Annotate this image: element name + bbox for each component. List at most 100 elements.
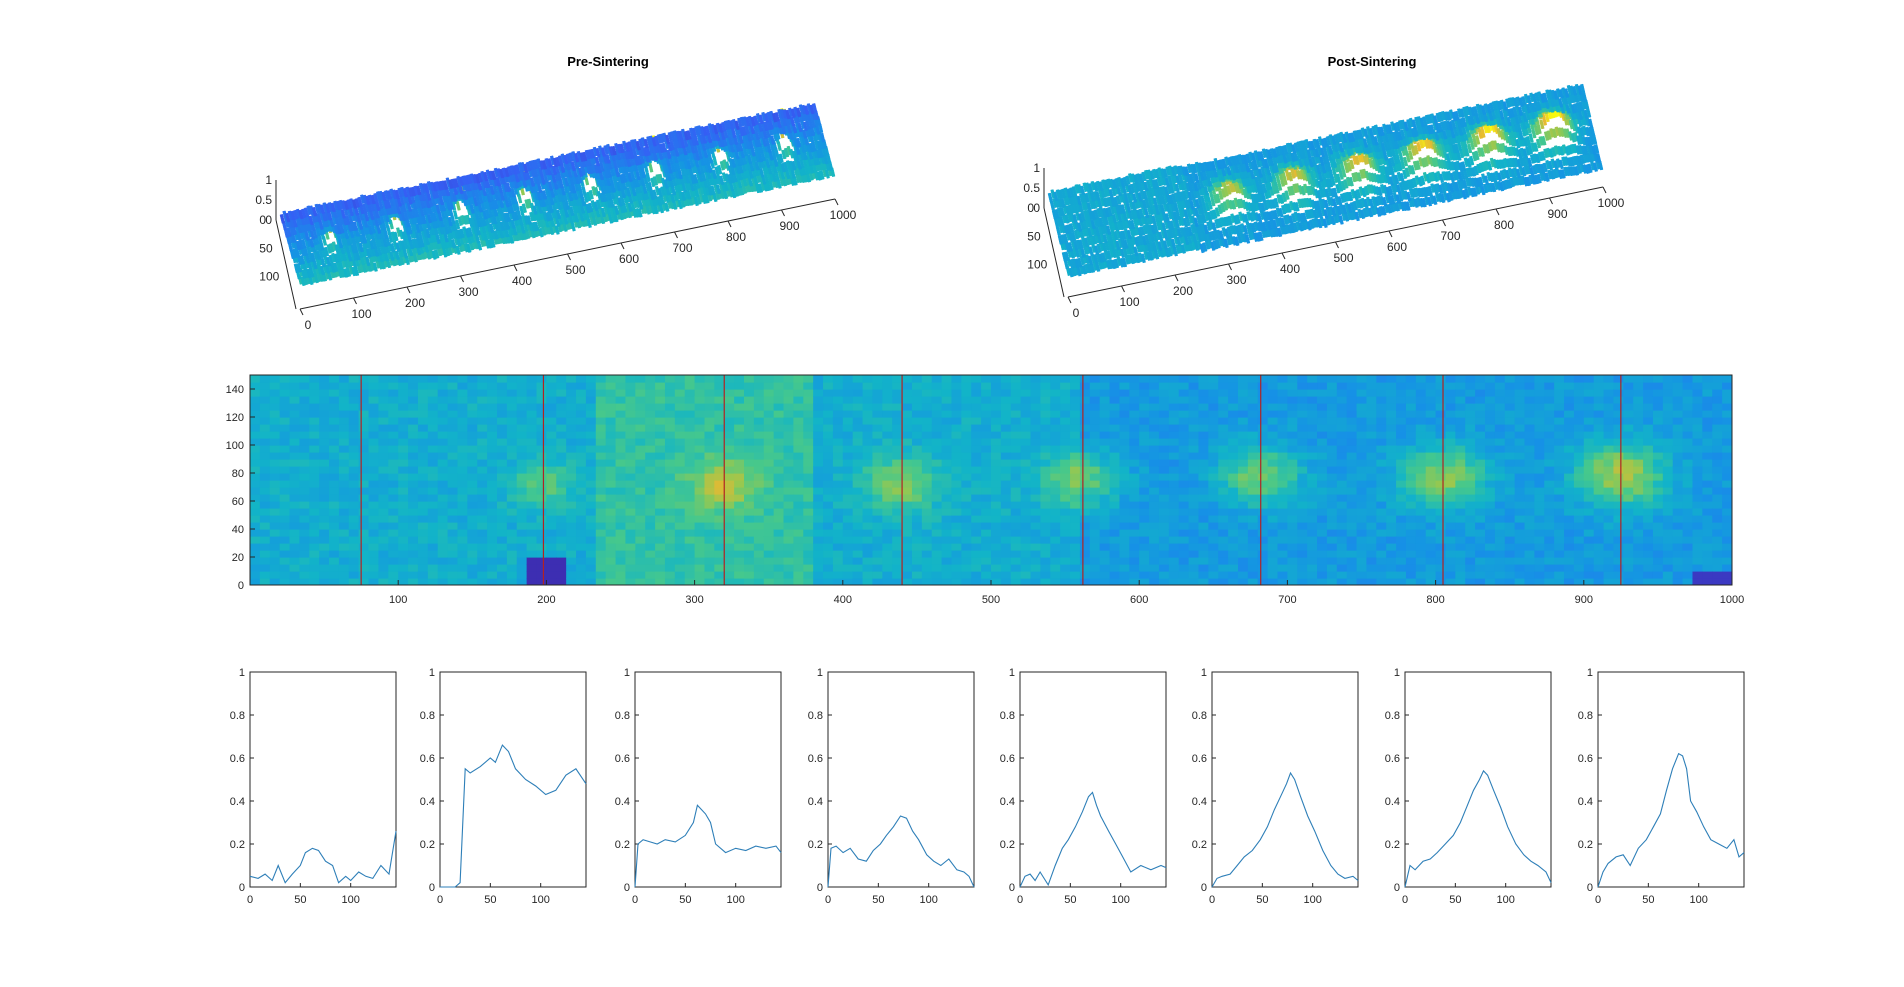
heatmap-cell xyxy=(279,536,291,544)
surface-facet xyxy=(316,212,322,223)
heatmap-cell xyxy=(388,571,399,579)
heatmap-cell xyxy=(467,487,478,495)
surface-facet xyxy=(1397,130,1403,141)
heatmap-cell xyxy=(467,382,478,390)
heatmap-cell xyxy=(299,452,310,460)
surface-facet xyxy=(469,204,475,214)
heatmap-cell xyxy=(487,543,498,551)
surface-facet xyxy=(431,250,437,260)
heatmap-cell xyxy=(477,459,488,467)
heatmap-cell xyxy=(279,480,291,488)
heatmap-cell xyxy=(516,508,528,516)
heatmap-cell xyxy=(388,466,399,474)
surface-facet xyxy=(645,172,651,183)
surface-facet xyxy=(1111,179,1118,189)
heatmap-cell xyxy=(319,389,330,397)
heatmap-cell xyxy=(329,508,340,516)
heatmap-cell xyxy=(358,571,370,579)
heatmap-cell xyxy=(398,578,409,585)
heatmap-cell xyxy=(487,515,498,523)
heatmap-cell xyxy=(427,522,439,530)
heatmap-cell xyxy=(289,417,300,425)
surface-facet xyxy=(1062,233,1069,244)
surface-x-tick-label: 0 xyxy=(305,318,312,332)
heatmap-cell xyxy=(526,382,538,390)
heatmap-cell xyxy=(427,375,439,383)
heatmap-cell xyxy=(250,501,261,509)
heatmap-cell xyxy=(457,459,468,467)
surface-facet xyxy=(1449,172,1455,183)
heatmap-cell xyxy=(329,403,340,411)
surface-facet xyxy=(301,238,307,249)
heatmap-cell xyxy=(506,389,518,397)
heatmap-cell xyxy=(467,557,478,565)
heatmap-cell xyxy=(506,466,518,474)
surface-facet xyxy=(657,187,663,198)
heatmap-cell xyxy=(477,571,488,579)
surface-facet xyxy=(1464,188,1470,198)
heatmap-cell xyxy=(398,522,409,530)
surface-facet xyxy=(466,174,473,184)
surface-facet xyxy=(1174,183,1181,194)
heatmap-cell xyxy=(546,396,557,404)
heatmap-cell xyxy=(467,494,478,502)
heatmap-cell xyxy=(329,452,340,460)
surface-facet xyxy=(452,192,458,202)
surface-facet xyxy=(1317,218,1323,229)
surface-facet xyxy=(1187,226,1193,236)
surface-facet xyxy=(711,169,718,180)
heatmap-cell xyxy=(546,543,557,551)
surface-facet xyxy=(1306,221,1312,231)
surface-facet xyxy=(541,160,548,170)
surface-facet xyxy=(1162,168,1169,179)
heatmap-cell xyxy=(536,424,547,432)
surface-facet xyxy=(447,216,453,227)
heatmap-cell xyxy=(269,459,281,467)
surface-facet xyxy=(686,159,692,170)
heatmap-cell xyxy=(536,410,547,418)
heatmap-cell xyxy=(437,515,449,523)
heatmap-cell xyxy=(388,508,399,516)
surface-facet xyxy=(493,230,499,240)
heatmap-cell xyxy=(319,543,330,551)
surface-facet xyxy=(734,120,740,131)
heatmap-cell xyxy=(487,557,498,565)
surface-facet xyxy=(1377,186,1383,197)
heatmap-cell xyxy=(408,396,419,404)
surface-facet xyxy=(1093,209,1100,219)
surface-facet xyxy=(1497,100,1503,111)
heatmap-cell xyxy=(269,452,281,460)
surface-facet xyxy=(1086,202,1092,212)
surface-facet xyxy=(484,208,491,219)
surface-facet xyxy=(1047,192,1054,203)
surface-facet xyxy=(1417,176,1423,187)
surface-facet xyxy=(1164,177,1171,187)
surface-facet xyxy=(1243,213,1249,224)
heatmap-cell xyxy=(348,564,360,572)
surface-facet xyxy=(1203,185,1209,196)
heatmap-cell xyxy=(447,382,459,390)
surface-facet xyxy=(361,203,368,214)
heatmap-cell xyxy=(516,473,528,481)
surface-facet xyxy=(555,209,562,220)
heatmap-cell xyxy=(467,501,478,509)
surface-facet xyxy=(594,156,601,167)
surface-facet xyxy=(1379,126,1385,137)
surface-facet xyxy=(1275,146,1281,157)
surface-x-tick xyxy=(1388,230,1393,238)
heatmap-cell xyxy=(477,438,488,446)
heatmap-cell xyxy=(516,515,528,523)
heatmap-cell xyxy=(516,571,528,579)
heatmap-cell xyxy=(536,515,547,523)
heatmap-cell xyxy=(467,578,478,585)
heatmap-cell xyxy=(368,382,380,390)
surface-x-tick xyxy=(1495,208,1500,216)
heatmap-cell xyxy=(447,417,459,425)
heatmap-cell xyxy=(250,564,261,572)
heatmap-cell xyxy=(447,522,459,530)
heatmap-cell xyxy=(467,466,478,474)
surface-facet xyxy=(1502,101,1508,111)
heatmap-cell xyxy=(388,417,399,425)
heatmap-cell xyxy=(526,480,538,488)
heatmap-cell xyxy=(417,494,429,502)
